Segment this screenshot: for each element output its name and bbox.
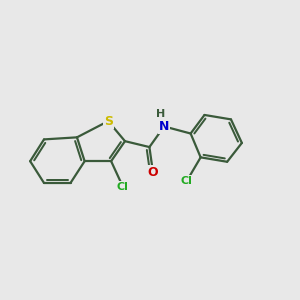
Text: H: H: [156, 109, 166, 119]
Text: Cl: Cl: [117, 182, 129, 192]
Text: Cl: Cl: [181, 176, 193, 186]
Text: S: S: [104, 115, 113, 128]
Text: O: O: [148, 166, 158, 178]
Text: N: N: [159, 120, 169, 133]
